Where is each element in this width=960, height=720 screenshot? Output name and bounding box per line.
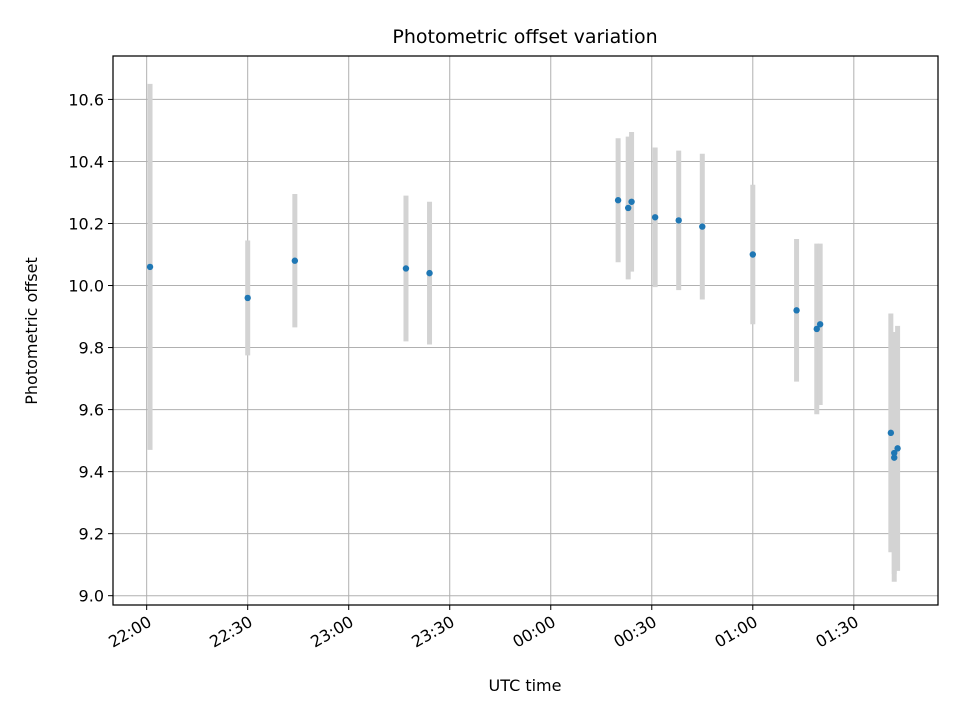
data-point [813, 325, 820, 333]
data-point [146, 263, 154, 271]
data-point [891, 454, 898, 461]
x-tick-label: 23:30 [408, 612, 457, 652]
chart-title: Photometric offset variation [392, 26, 657, 48]
data-point [628, 198, 635, 205]
data-point [244, 294, 251, 302]
x-axis-label: UTC time [489, 676, 562, 695]
data-point [887, 429, 895, 437]
data-point [675, 217, 682, 224]
data-point [793, 307, 800, 314]
data-point [426, 269, 433, 277]
point-layer [146, 197, 901, 461]
x-tick-label: 22:30 [206, 612, 255, 652]
data-point [749, 251, 756, 258]
y-tick-label: 9.4 [79, 463, 104, 482]
data-point [894, 445, 901, 452]
y-tick-label: 10.6 [68, 90, 104, 109]
data-point [651, 214, 659, 221]
data-point [891, 449, 898, 457]
data-point [625, 204, 632, 212]
errorbar-layer [147, 83, 901, 582]
y-tick-label: 9.6 [79, 401, 104, 420]
y-tick-label: 9.0 [79, 587, 104, 606]
y-tick-label: 10.0 [68, 277, 104, 296]
y-axis: 9.0 9.2 9.4 9.6 9.8 10.0 10.2 10.4 10.6 [68, 90, 113, 606]
data-point [699, 223, 706, 230]
x-tick-label: 22:00 [105, 612, 154, 652]
x-tick-label: 00:00 [509, 612, 558, 652]
data-point [816, 321, 824, 328]
y-tick-label: 10.4 [68, 152, 104, 171]
y-axis-label: Photometric offset [22, 257, 41, 405]
x-tick-label: 00:30 [610, 612, 659, 652]
y-tick-label: 9.2 [79, 525, 104, 544]
x-tick-label: 01:00 [711, 612, 760, 652]
x-tick-label: 01:30 [812, 612, 861, 652]
data-point [402, 265, 410, 272]
y-tick-label: 10.2 [68, 214, 104, 233]
data-point [614, 197, 622, 204]
data-point [291, 257, 299, 264]
x-axis: 22:00 22:30 23:00 23:30 00:00 00:30 01:00 01:30 [105, 605, 862, 652]
plot-frame [112, 55, 939, 606]
x-tick-label: 23:00 [307, 612, 356, 652]
y-tick-label: 9.8 [79, 339, 104, 358]
grid-layer [113, 56, 938, 605]
